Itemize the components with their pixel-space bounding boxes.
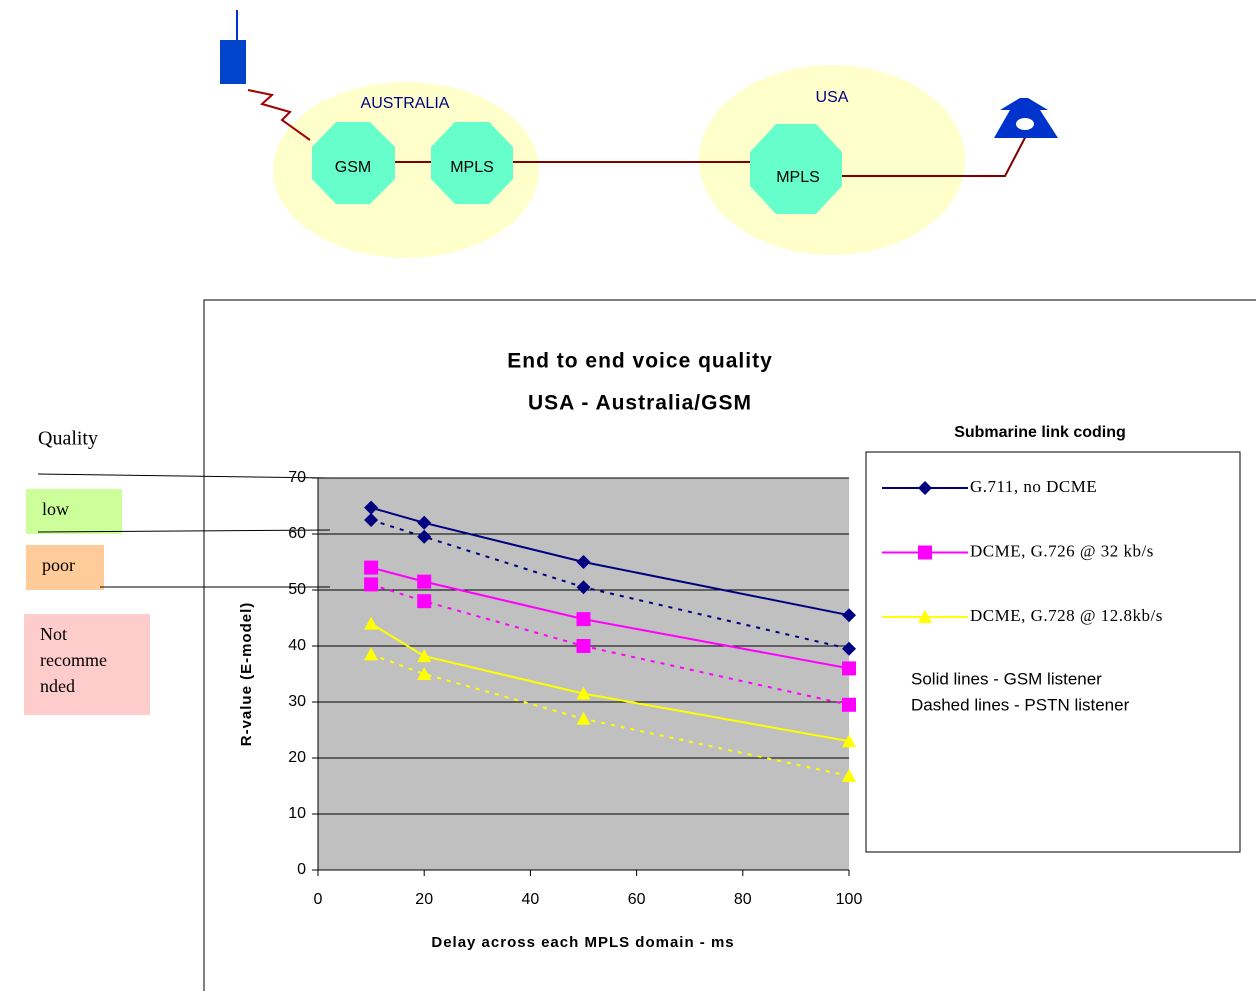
plot-area: [318, 478, 849, 870]
x-axis-title: Delay across each MPLS domain - ms: [431, 934, 734, 951]
marker: [842, 698, 856, 712]
chart-title: End to end voice quality: [507, 350, 773, 373]
node-label: MPLS: [450, 159, 494, 176]
page: AUSTRALIA USA GSM MPLS MPLS 0 10 20 30 40 50 6…: [0, 0, 1256, 991]
marker: [918, 546, 932, 560]
y-tick-label: 40: [288, 637, 306, 654]
legend-title: Submarine link coding: [954, 424, 1126, 441]
x-tick-label: 60: [628, 891, 646, 908]
marker: [417, 594, 431, 608]
y-axis-title: R-value (E-model): [238, 602, 255, 747]
x-tick-label: 80: [734, 891, 752, 908]
region-label: AUSTRALIA: [361, 95, 450, 112]
marker: [364, 577, 378, 591]
x-tick-label: 20: [415, 891, 433, 908]
y-tick-label: 0: [297, 861, 306, 878]
node-label: GSM: [335, 159, 371, 176]
legend-label: DCME, G.728 @ 12.8kb/s: [970, 606, 1163, 625]
chart-title: USA - Australia/GSM: [528, 392, 752, 415]
marker: [842, 661, 856, 675]
threshold-line: [38, 474, 330, 478]
y-tick-label: 60: [288, 525, 306, 542]
x-tick-label: 100: [836, 891, 863, 908]
quality-label: Not: [40, 624, 67, 644]
node-label: MPLS: [776, 169, 820, 186]
marker: [577, 639, 591, 653]
y-tick-label: 50: [288, 581, 306, 598]
y-tick-label: 10: [288, 805, 306, 822]
quality-label: recomme: [40, 650, 107, 670]
legend-label: G.711, no DCME: [970, 477, 1097, 496]
quality-label: low: [42, 499, 69, 519]
mobile-phone: [220, 40, 246, 84]
quality-panel: low poor Not recomme nded: [24, 489, 150, 715]
quality-title: Quality: [38, 428, 98, 450]
marker: [417, 575, 431, 589]
quality-label: poor: [42, 555, 75, 575]
x-tick-label: 0: [314, 891, 323, 908]
y-tick-label: 30: [288, 693, 306, 710]
legend-note: Solid lines - GSM listener: [911, 669, 1102, 688]
marker: [577, 612, 591, 626]
region-label: USA: [816, 89, 849, 106]
legend: [866, 452, 1240, 852]
quality-level: [26, 489, 122, 534]
telephone-dial: [1016, 118, 1034, 130]
legend-note: Dashed lines - PSTN listener: [911, 695, 1130, 714]
legend-label: DCME, G.726 @ 32 kb/s: [970, 541, 1154, 560]
x-tick-label: 40: [522, 891, 540, 908]
marker: [364, 561, 378, 575]
telephone: [994, 98, 1058, 138]
network-diagram: AUSTRALIA USA GSM MPLS MPLS: [220, 10, 1058, 258]
quality-label: nded: [40, 676, 75, 696]
y-tick-label: 20: [288, 749, 306, 766]
radio-link: [248, 90, 310, 140]
